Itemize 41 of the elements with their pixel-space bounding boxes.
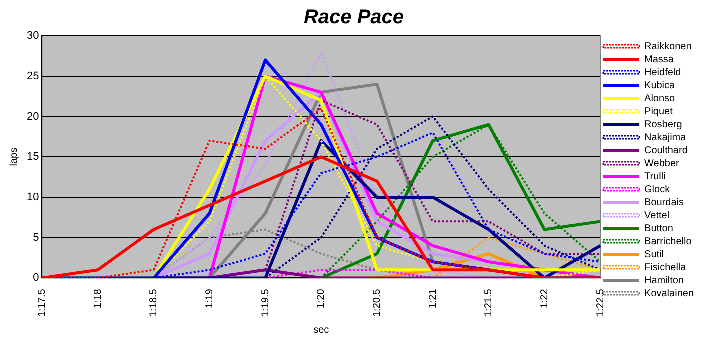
y-tick-label: 10 xyxy=(26,191,40,204)
legend-label: Bourdais xyxy=(644,197,684,208)
x-tick-label: 1:22.5 xyxy=(595,288,606,318)
y-tick-label: 5 xyxy=(33,232,40,244)
legend-label: Raikkonen xyxy=(644,41,692,52)
legend-label: Sutil xyxy=(644,249,664,260)
legend-label: Fisichella xyxy=(644,262,687,274)
legend-label: Massa xyxy=(644,54,674,66)
x-tick-label: 1:18 xyxy=(92,288,104,309)
legend-label: Rosberg xyxy=(644,119,682,130)
legend-label: Alonso xyxy=(644,93,676,104)
legend-label: Heidfeld xyxy=(644,67,682,78)
x-tick-label: 1:19.5 xyxy=(260,288,272,318)
x-tick-label: 1:19 xyxy=(204,288,216,309)
legend-label: Barrichello xyxy=(644,236,692,248)
legend-label: Nakajima xyxy=(644,132,687,144)
legend-label: Vettel xyxy=(644,210,670,222)
legend-label: Kovalainen xyxy=(644,288,694,300)
y-tick-label: 25 xyxy=(26,70,40,82)
x-tick-label: 1:21.5 xyxy=(484,288,495,318)
x-tick-label: 1:18.5 xyxy=(148,288,160,318)
legend-label: Webber xyxy=(644,158,680,170)
y-tick-label: 30 xyxy=(26,30,40,42)
legend-label: Hamilton xyxy=(644,275,684,286)
x-axis-title: sec xyxy=(314,324,330,336)
x-tick-label: 1:20 xyxy=(316,288,328,309)
y-tick-label: 0 xyxy=(33,272,40,284)
y-axis-title: laps xyxy=(8,148,20,166)
y-tick-label: 20 xyxy=(26,110,40,123)
legend-label: Glock xyxy=(644,184,672,196)
legend-label: Button xyxy=(644,223,674,234)
x-tick-label: 1:21 xyxy=(428,288,439,309)
legend-label: Kubica xyxy=(644,80,676,92)
legend-label: Coulthard xyxy=(644,145,688,156)
legend-label: Piquet xyxy=(644,106,674,118)
y-tick-label: 15 xyxy=(26,151,40,164)
x-tick-label: 1:20.5 xyxy=(372,288,383,318)
legend-label: Trulli xyxy=(644,171,666,182)
x-tick-label: 1:17.5 xyxy=(36,288,48,318)
chart-title: Race Pace xyxy=(304,6,404,29)
x-tick-label: 1:22 xyxy=(539,288,550,309)
